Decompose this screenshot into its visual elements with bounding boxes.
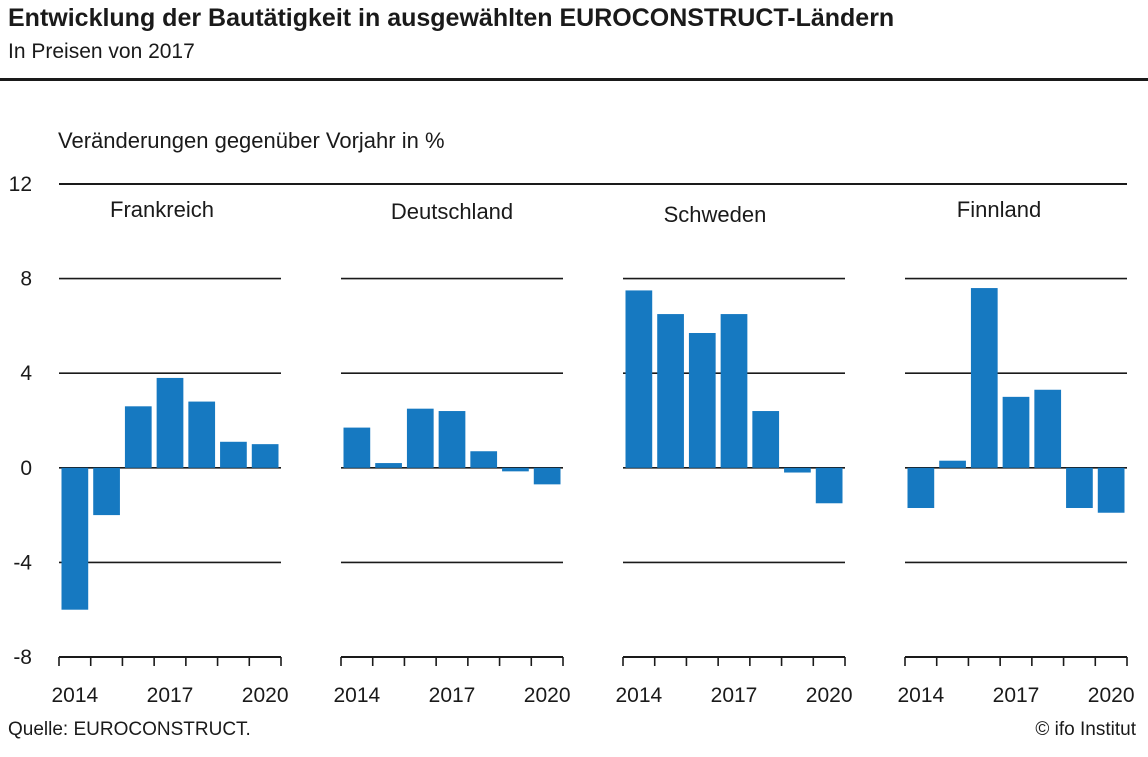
bar-frankreich-2017 — [156, 377, 184, 468]
y-tick-label: 8 — [20, 268, 32, 291]
label-layer: 12 8 4 0 -4 -8 2014 2017 2020 Frankreich 2014 2017 2… — [9, 173, 1135, 707]
bar-schweden-2017 — [720, 314, 748, 468]
x-tick-label: 2014 — [897, 684, 944, 707]
bar-schweden-2015 — [657, 314, 684, 468]
y-tick-label: 0 — [20, 457, 32, 480]
x-tick-label: 2020 — [242, 684, 289, 707]
x-tick-label: 2017 — [711, 684, 758, 707]
source-note: Quelle: EUROCONSTRUCT. — [8, 719, 251, 740]
bar-layer — [61, 288, 1125, 610]
bar-schweden-2016 — [688, 332, 716, 468]
y-axis-title: Veränderungen gegenüber Vorjahr in % — [58, 128, 445, 153]
panel-title-finnland: Finnland — [957, 197, 1041, 222]
bar-frankreich-2016 — [124, 406, 152, 468]
title-rule — [0, 78, 1148, 81]
y-tick-label: 12 — [9, 173, 32, 196]
bar-deutschland-2019 — [502, 467, 529, 472]
chart-subtitle: In Preisen von 2017 — [8, 40, 195, 63]
chart-title: Entwicklung der Bautätigkeit in ausgewäh… — [8, 4, 895, 32]
bar-frankreich-2019 — [220, 441, 247, 468]
bar-finnland-2017 — [1002, 396, 1030, 468]
x-tick-label: 2020 — [524, 684, 571, 707]
bar-deutschland-2016 — [406, 408, 434, 468]
bar-deutschland-2014 — [343, 427, 371, 468]
panel-title-frankreich: Frankreich — [110, 197, 214, 222]
bar-finnland-2018 — [1034, 389, 1062, 468]
panel-title-schweden: Schweden — [664, 202, 767, 227]
bar-frankreich-2018 — [188, 401, 216, 468]
bar-finnland-2019 — [1066, 467, 1093, 509]
x-tick-label: 2020 — [1088, 684, 1135, 707]
bar-deutschland-2018 — [470, 451, 498, 468]
copyright-note: © ifo Institut — [1035, 719, 1136, 740]
bar-schweden-2019 — [784, 467, 811, 473]
axis-layer — [58, 656, 1128, 666]
bar-finnland-2016 — [970, 288, 998, 468]
x-tick-label: 2017 — [147, 684, 194, 707]
bar-deutschland-2020 — [533, 467, 561, 485]
y-tick-label: 4 — [20, 362, 32, 385]
bar-schweden-2018 — [752, 411, 780, 468]
x-tick-label: 2017 — [429, 684, 476, 707]
bar-deutschland-2017 — [438, 411, 466, 468]
bar-finnland-2015 — [939, 460, 966, 468]
panel-title-deutschland: Deutschland — [391, 199, 513, 224]
bar-finnland-2014 — [907, 467, 935, 509]
y-tick-label: -4 — [13, 551, 32, 574]
bar-frankreich-2020 — [251, 444, 279, 468]
bar-schweden-2014 — [625, 290, 653, 468]
y-tick-label: -8 — [13, 646, 32, 669]
bar-deutschland-2015 — [375, 463, 402, 468]
bar-frankreich-2015 — [93, 467, 120, 516]
grid-layer — [59, 183, 1127, 564]
x-tick-label: 2020 — [806, 684, 853, 707]
x-tick-label: 2014 — [333, 684, 380, 707]
bar-finnland-2020 — [1097, 467, 1125, 513]
bar-schweden-2020 — [815, 467, 843, 504]
x-tick-label: 2017 — [993, 684, 1040, 707]
x-tick-label: 2014 — [51, 684, 98, 707]
bar-frankreich-2014 — [61, 467, 89, 610]
x-tick-label: 2014 — [615, 684, 662, 707]
